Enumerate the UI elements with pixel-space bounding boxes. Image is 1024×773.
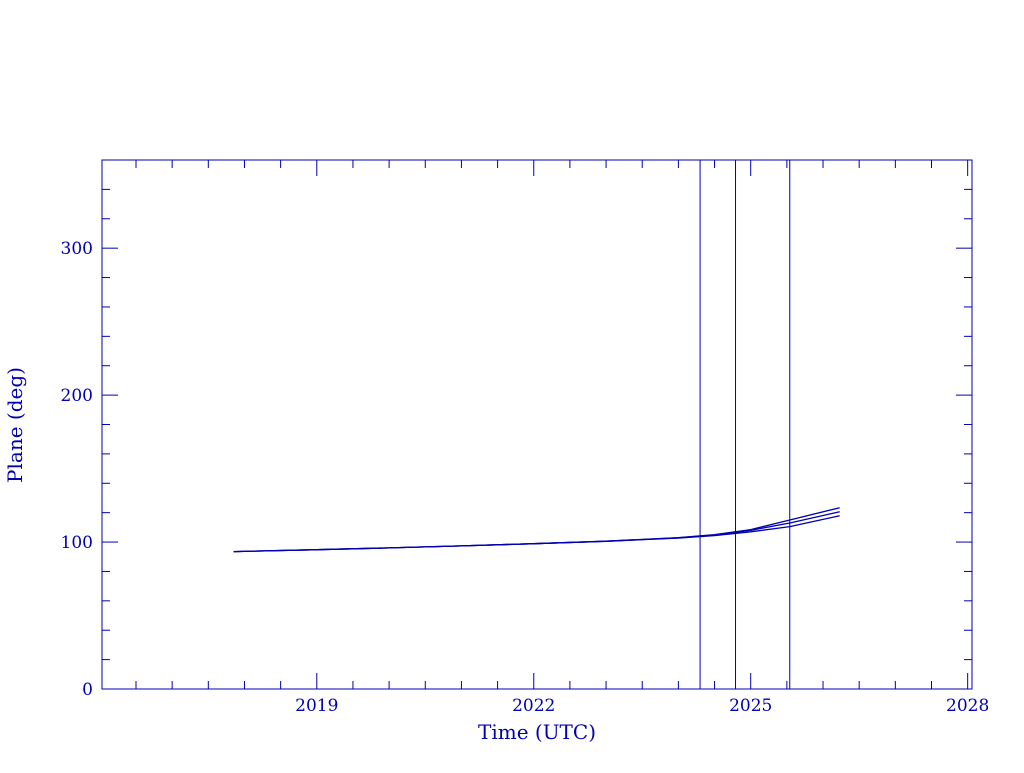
y-axis-label: Plane (deg) — [3, 367, 27, 483]
x-axis-label: Time (UTC) — [478, 720, 596, 744]
plot-frame — [101, 159, 973, 690]
y-tick-label: 200 — [61, 386, 93, 406]
series-line-1 — [233, 507, 840, 553]
tick-labels: 2019 2022 2025 2028 0 100 200 300 — [61, 239, 990, 716]
marks — [233, 160, 840, 689]
y-tick-label: 0 — [82, 680, 93, 700]
series-line-3 — [233, 515, 840, 553]
x-tick-label: 2022 — [512, 696, 555, 716]
x-tick-label: 2025 — [729, 696, 772, 716]
y-tick-label: 100 — [61, 533, 93, 553]
x-tick-label: 2028 — [946, 696, 989, 716]
y-tick-label: 300 — [61, 239, 93, 259]
x-tick-label: 2019 — [295, 696, 338, 716]
ticks — [102, 159, 972, 690]
